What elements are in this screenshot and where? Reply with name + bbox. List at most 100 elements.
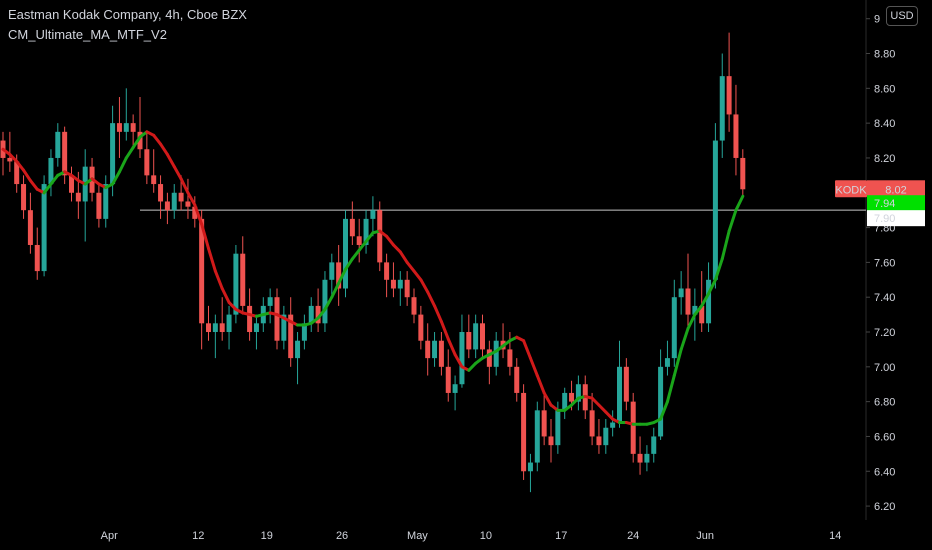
candle[interactable] [432, 332, 438, 367]
candle[interactable] [514, 358, 520, 402]
candle[interactable] [384, 253, 390, 298]
candle[interactable] [596, 419, 602, 454]
candle[interactable] [726, 32, 732, 132]
candle[interactable] [658, 349, 664, 440]
candle[interactable] [322, 271, 328, 333]
indicator-name[interactable]: CM_Ultimate_MA_MTF_V2 [8, 27, 167, 42]
candle[interactable] [445, 349, 451, 402]
candle[interactable] [589, 392, 595, 446]
candle[interactable] [226, 305, 232, 350]
x-tick-label: 10 [480, 530, 492, 542]
y-tick-label: 6.60 [874, 431, 895, 443]
candle[interactable] [603, 419, 609, 454]
candle[interactable] [103, 175, 109, 228]
candle[interactable] [521, 384, 527, 480]
candle[interactable] [253, 314, 259, 350]
candle[interactable] [164, 192, 170, 225]
candle[interactable] [171, 184, 177, 219]
candle[interactable] [418, 305, 424, 350]
candle[interactable] [343, 210, 348, 298]
candle[interactable] [219, 297, 225, 341]
candle[interactable] [651, 427, 657, 463]
candle[interactable] [562, 387, 568, 420]
candle[interactable] [733, 84, 739, 176]
candle[interactable] [678, 271, 684, 315]
ma-segment [357, 240, 368, 252]
candle[interactable] [527, 453, 533, 493]
candle[interactable] [425, 323, 431, 376]
candle[interactable] [356, 218, 362, 263]
candle[interactable] [185, 178, 191, 219]
candle[interactable] [27, 192, 33, 254]
candle[interactable] [486, 340, 492, 385]
candle[interactable] [48, 149, 54, 197]
candle[interactable] [452, 375, 458, 411]
candle[interactable] [315, 288, 321, 333]
candle[interactable] [69, 166, 74, 202]
candle[interactable] [466, 314, 472, 359]
candle[interactable] [34, 227, 40, 280]
candle[interactable] [706, 262, 712, 333]
candle[interactable] [206, 305, 211, 341]
candle[interactable] [493, 332, 499, 376]
candle[interactable] [308, 297, 314, 333]
candle[interactable] [459, 314, 465, 388]
candle[interactable] [740, 149, 746, 197]
candle[interactable] [21, 175, 27, 219]
candle[interactable] [212, 314, 218, 359]
candle[interactable] [130, 114, 136, 150]
candle[interactable] [240, 236, 246, 315]
x-tick-label: Apr [101, 530, 118, 542]
candle[interactable] [192, 196, 198, 228]
candle[interactable] [404, 271, 410, 306]
candle[interactable] [541, 392, 547, 446]
candle[interactable] [617, 340, 622, 428]
candle[interactable] [274, 288, 280, 350]
candle[interactable] [144, 131, 150, 185]
candle[interactable] [377, 201, 383, 272]
candle[interactable] [336, 244, 342, 306]
currency-selector[interactable]: USD [886, 6, 918, 26]
candle[interactable] [719, 53, 725, 158]
candle[interactable] [390, 262, 396, 298]
candle[interactable] [548, 419, 554, 463]
candle[interactable] [158, 175, 164, 219]
candle[interactable] [644, 445, 650, 472]
candle[interactable] [137, 97, 143, 158]
candle[interactable] [295, 332, 301, 385]
candle[interactable] [267, 288, 273, 324]
candle[interactable] [199, 210, 205, 350]
candle[interactable] [712, 123, 718, 289]
candle[interactable] [473, 314, 479, 359]
candle[interactable] [699, 271, 705, 333]
candle[interactable] [301, 314, 307, 350]
candle[interactable] [575, 375, 581, 411]
candle[interactable] [534, 401, 540, 472]
candle[interactable] [288, 297, 294, 367]
ma-segment [693, 304, 704, 317]
candle[interactable] [480, 314, 485, 359]
candle[interactable] [623, 358, 629, 411]
candle[interactable] [329, 253, 335, 298]
candle[interactable] [397, 271, 403, 306]
candle[interactable] [55, 123, 61, 167]
candle[interactable] [96, 184, 102, 228]
candle[interactable] [370, 196, 376, 237]
candle[interactable] [349, 201, 355, 245]
candle[interactable] [664, 340, 670, 376]
candle[interactable] [637, 436, 643, 475]
candle[interactable] [281, 305, 287, 350]
candle[interactable] [123, 88, 129, 141]
candle[interactable] [62, 126, 68, 185]
candle[interactable] [411, 288, 417, 324]
candle[interactable] [671, 279, 677, 367]
candle[interactable] [438, 332, 444, 376]
candle[interactable] [363, 210, 369, 254]
candle[interactable] [7, 131, 13, 172]
candle[interactable] [610, 410, 616, 437]
candle[interactable] [685, 253, 691, 333]
candle[interactable] [151, 149, 157, 193]
candle[interactable] [116, 97, 122, 158]
candle[interactable] [630, 392, 636, 463]
